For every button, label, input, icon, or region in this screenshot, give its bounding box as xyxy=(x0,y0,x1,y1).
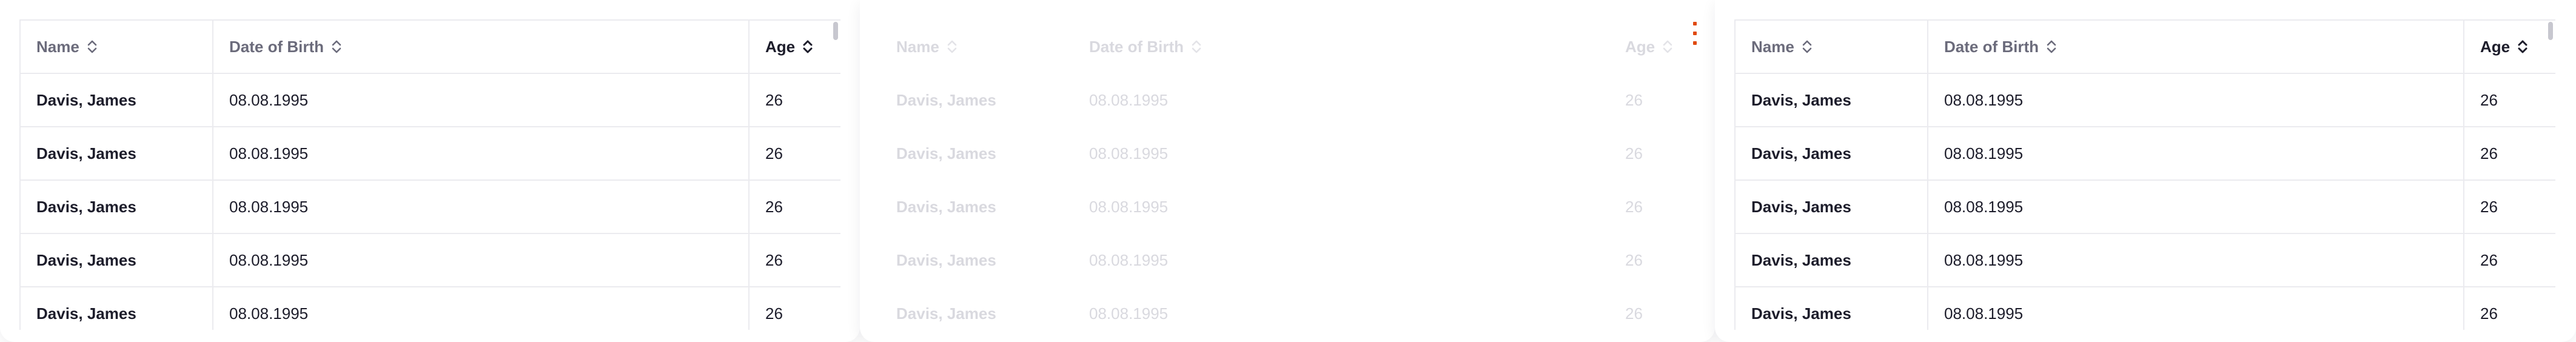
column-header-label: Name xyxy=(896,37,939,56)
cell-date-of-birth: 08.08.1995 xyxy=(213,287,750,330)
more-vertical-icon[interactable] xyxy=(1692,22,1698,46)
cell-name: Davis, James xyxy=(896,304,996,323)
column-header-label: Name xyxy=(1751,37,1794,56)
column-header-label: Date of Birth xyxy=(229,37,324,56)
cell-name: Davis, James xyxy=(896,90,996,109)
cell-age: 26 xyxy=(2480,250,2498,269)
table-header-row: Name Date of Birth Age xyxy=(21,21,840,74)
cell-age: 26 xyxy=(2480,90,2498,109)
cell-age: 26 xyxy=(2480,197,2498,216)
cell-name: Davis, James xyxy=(1736,287,1928,330)
table-row[interactable]: Davis, James 08.08.1995 26 xyxy=(1736,234,2555,287)
cell-date-of-birth: 08.08.1995 xyxy=(213,127,750,179)
sort-chevrons-icon[interactable] xyxy=(802,39,813,55)
cell-age: 26 xyxy=(2480,144,2498,163)
cell-age: 26 xyxy=(2480,304,2498,323)
column-header-label: Date of Birth xyxy=(1089,37,1184,56)
cell-date-of-birth: 08.08.1995 xyxy=(213,234,750,286)
table-row[interactable]: Davis, James 08.08.1995 26 xyxy=(1736,181,2555,234)
cell-name: Davis, James xyxy=(1736,234,1928,286)
table-row[interactable]: Davis, James 08.08.1995 26 xyxy=(1736,127,2555,181)
cell-age: 26 xyxy=(765,144,783,163)
table-header-row: Name Date of Birth Age xyxy=(880,21,1700,74)
table-row: Davis, James 08.08.1995 26 xyxy=(880,234,1700,287)
cell-age: 26 xyxy=(1625,144,1643,163)
cell-age: 26 xyxy=(765,197,783,216)
cell-age: 26 xyxy=(1625,90,1643,109)
sort-chevrons-icon xyxy=(1662,39,1673,55)
cell-date-of-birth: 08.08.1995 xyxy=(1928,234,2464,286)
cell-date-of-birth: 08.08.1995 xyxy=(1928,127,2464,179)
column-header-age[interactable]: Age xyxy=(750,21,840,73)
table-row[interactable]: Davis, James 08.08.1995 26 xyxy=(21,181,840,234)
cell-date-of-birth: 08.08.1995 xyxy=(1928,287,2464,330)
cell-age: 26 xyxy=(1625,250,1643,269)
cell-date-of-birth: 08.08.1995 xyxy=(1089,90,1169,109)
table-header-row: Name Date of Birth Age xyxy=(1736,21,2555,74)
table-row: Davis, James 08.08.1995 26 xyxy=(880,74,1700,127)
cell-date-of-birth: 08.08.1995 xyxy=(1928,74,2464,126)
sort-chevrons-icon[interactable] xyxy=(2517,39,2528,55)
column-header-date-of-birth[interactable]: Date of Birth xyxy=(213,21,750,73)
cell-date-of-birth: 08.08.1995 xyxy=(213,181,750,233)
column-header-name: Name xyxy=(880,21,1073,73)
cell-name: Davis, James xyxy=(896,250,996,269)
table-row[interactable]: Davis, James 08.08.1995 26 xyxy=(21,287,840,330)
cell-date-of-birth: 08.08.1995 xyxy=(1928,181,2464,233)
table-row: Davis, James 08.08.1995 26 xyxy=(880,127,1700,181)
table-panel-sorted: Name Date of Birth Age Davis, James xyxy=(1715,0,2576,342)
cell-age: 26 xyxy=(1625,304,1643,323)
cell-name: Davis, James xyxy=(1736,181,1928,233)
sort-chevrons-icon xyxy=(947,39,958,55)
sort-chevrons-icon xyxy=(1191,39,1202,55)
table-row[interactable]: Davis, James 08.08.1995 26 xyxy=(1736,74,2555,127)
scrollbar-thumb[interactable] xyxy=(833,22,838,40)
column-header-name[interactable]: Name xyxy=(21,21,213,73)
column-header-age[interactable]: Age xyxy=(2464,21,2555,73)
column-header-age: Age xyxy=(1609,21,1700,73)
cell-name: Davis, James xyxy=(21,74,213,126)
cell-age: 26 xyxy=(765,304,783,323)
cell-date-of-birth: 08.08.1995 xyxy=(213,74,750,126)
column-header-label: Age xyxy=(2480,37,2511,56)
table-row[interactable]: Davis, James 08.08.1995 26 xyxy=(21,74,840,127)
data-table: Name Date of Birth Age Davis, James xyxy=(879,19,1700,330)
table-row: Davis, James 08.08.1995 26 xyxy=(880,181,1700,234)
cell-age: 26 xyxy=(1625,197,1643,216)
cell-name: Davis, James xyxy=(1736,74,1928,126)
cell-name: Davis, James xyxy=(21,127,213,179)
cell-date-of-birth: 08.08.1995 xyxy=(1089,144,1169,163)
cell-name: Davis, James xyxy=(896,144,996,163)
column-header-label: Date of Birth xyxy=(1944,37,2039,56)
column-header-date-of-birth[interactable]: Date of Birth xyxy=(1928,21,2464,73)
column-header-label: Age xyxy=(1625,37,1655,56)
table-row: Davis, James 08.08.1995 26 xyxy=(880,287,1700,330)
table-row[interactable]: Davis, James 08.08.1995 26 xyxy=(21,127,840,181)
column-header-label: Name xyxy=(36,37,79,56)
column-header-date-of-birth: Date of Birth xyxy=(1073,21,1609,73)
cell-name: Davis, James xyxy=(21,287,213,330)
sort-chevrons-icon[interactable] xyxy=(331,39,342,55)
sort-chevrons-icon[interactable] xyxy=(1802,39,1813,55)
cell-age: 26 xyxy=(765,250,783,269)
cell-date-of-birth: 08.08.1995 xyxy=(1089,304,1169,323)
table-row[interactable]: Davis, James 08.08.1995 26 xyxy=(21,234,840,287)
table-panel-disabled: Name Date of Birth Age Davis, James xyxy=(860,0,1715,342)
cell-name: Davis, James xyxy=(21,234,213,286)
cell-date-of-birth: 08.08.1995 xyxy=(1089,250,1169,269)
table-panel-default: Name Date of Birth Age Davis, James xyxy=(0,0,860,342)
cell-date-of-birth: 08.08.1995 xyxy=(1089,197,1169,216)
scrollbar-thumb[interactable] xyxy=(2548,22,2553,40)
cell-age: 26 xyxy=(765,90,783,109)
table-row[interactable]: Davis, James 08.08.1995 26 xyxy=(1736,287,2555,330)
sort-chevrons-icon[interactable] xyxy=(87,39,98,55)
column-header-label: Age xyxy=(765,37,796,56)
data-table: Name Date of Birth Age Davis, James xyxy=(1734,19,2555,330)
column-header-name[interactable]: Name xyxy=(1736,21,1928,73)
cell-name: Davis, James xyxy=(896,197,996,216)
sort-chevrons-icon[interactable] xyxy=(2046,39,2057,55)
cell-name: Davis, James xyxy=(21,181,213,233)
cell-name: Davis, James xyxy=(1736,127,1928,179)
data-table: Name Date of Birth Age Davis, James xyxy=(19,19,840,330)
